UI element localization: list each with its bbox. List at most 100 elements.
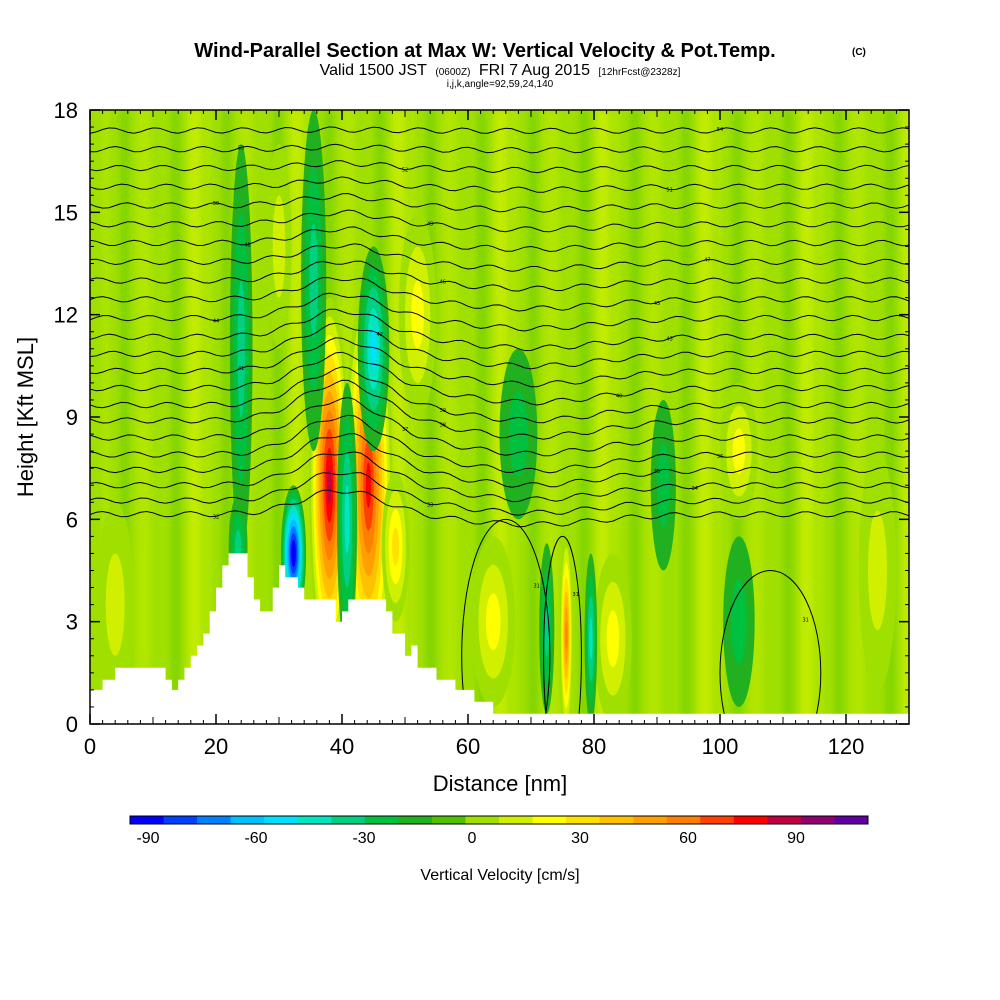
isentrope-label: 47 bbox=[704, 257, 710, 263]
field-streak bbox=[187, 110, 202, 724]
field-streak bbox=[868, 110, 875, 724]
downdraft-cell bbox=[237, 280, 245, 417]
isentrope-line bbox=[90, 396, 909, 457]
isentrope-label: 31 bbox=[533, 584, 539, 590]
field-streak bbox=[629, 110, 640, 724]
updraft-cell bbox=[327, 466, 332, 504]
colorbar-swatch bbox=[230, 816, 265, 824]
colorbar-swatch bbox=[364, 816, 399, 824]
isentrope-line bbox=[90, 366, 909, 424]
x-tick-label: 40 bbox=[330, 734, 354, 759]
updraft-cell bbox=[392, 527, 400, 566]
isentrope-label: 31 bbox=[573, 592, 579, 598]
colorbar-swatch bbox=[834, 816, 869, 824]
isentrope-label: 48 bbox=[244, 243, 250, 249]
isentrope-label: 44 bbox=[213, 319, 219, 325]
low-isentrope-line bbox=[543, 535, 582, 724]
isentrope-label: 50 bbox=[213, 201, 219, 207]
updraft-cell bbox=[272, 195, 286, 298]
isentrope-label: 41 bbox=[238, 366, 244, 372]
downdraft-cell bbox=[292, 546, 295, 561]
colorbar-swatch bbox=[499, 816, 534, 824]
field-streak bbox=[748, 110, 763, 724]
downdraft-cell bbox=[589, 617, 593, 661]
colorbar-swatch bbox=[599, 816, 634, 824]
field-streak bbox=[714, 110, 721, 724]
y-tick-label: 15 bbox=[54, 200, 78, 225]
colorbar-swatch bbox=[297, 816, 332, 824]
copyright-mark: (C) bbox=[852, 47, 866, 58]
field-streak bbox=[646, 110, 661, 724]
colorbar-swatch bbox=[633, 816, 668, 824]
field-streak bbox=[221, 110, 232, 724]
field-streak bbox=[255, 110, 262, 724]
isentrope-label: 49 bbox=[427, 222, 433, 228]
isentrope-label: 46 bbox=[440, 280, 446, 286]
isentrope-label: 39 bbox=[440, 408, 446, 414]
field-streak bbox=[817, 110, 824, 724]
colorbar-tick-label: 90 bbox=[787, 830, 805, 847]
colorbar-swatch bbox=[700, 816, 735, 824]
utc-time: (0600Z) bbox=[435, 67, 470, 78]
isentrope-label: 54 bbox=[717, 127, 723, 133]
downdraft-cell bbox=[370, 328, 377, 370]
forecast-info: [12hrFcst@2328z] bbox=[599, 67, 681, 78]
x-tick-label: 20 bbox=[204, 734, 228, 759]
isentrope-line bbox=[90, 337, 909, 388]
updraft-cell bbox=[868, 510, 887, 631]
colorbar-swatch bbox=[800, 816, 835, 824]
isentrope-label: 40 bbox=[616, 394, 622, 400]
field-streak bbox=[204, 110, 211, 724]
isentrope-line bbox=[90, 243, 909, 272]
valid-date: FRI 7 Aug 2015 bbox=[479, 62, 590, 79]
field-streak bbox=[442, 110, 457, 724]
x-tick-label: 120 bbox=[828, 734, 865, 759]
colorbar-tick-label: -60 bbox=[244, 830, 267, 847]
colorbar-swatch bbox=[767, 816, 802, 824]
colorbar-tick-label: 60 bbox=[679, 830, 697, 847]
field-streak bbox=[561, 110, 568, 724]
chart-title: Wind-Parallel Section at Max W: Vertical… bbox=[194, 40, 775, 62]
colorbar-swatch bbox=[130, 816, 165, 824]
updraft-cell bbox=[365, 462, 372, 508]
isentrope-label: 42 bbox=[377, 332, 383, 338]
field-streak bbox=[834, 110, 845, 724]
colorbar-swatch bbox=[264, 816, 299, 824]
field-streak bbox=[136, 110, 151, 724]
colorbar-tick-label: -90 bbox=[136, 830, 159, 847]
isentrope-label: 51 bbox=[666, 188, 672, 194]
isentrope-label: 37 bbox=[402, 427, 408, 433]
isentrope-line bbox=[90, 451, 909, 503]
isentrope-line bbox=[90, 379, 909, 440]
colorbar-swatch bbox=[331, 816, 366, 824]
isentrope-line bbox=[90, 126, 909, 135]
isentrope-line bbox=[90, 433, 909, 488]
isentrope-line bbox=[90, 160, 909, 174]
isentrope-line bbox=[90, 192, 909, 213]
x-tick-label: 60 bbox=[456, 734, 480, 759]
field-streak bbox=[578, 110, 589, 724]
colorbar-tick-label: 30 bbox=[571, 830, 589, 847]
isentrope-line bbox=[90, 260, 909, 292]
downdraft-cell bbox=[731, 579, 747, 665]
isentrope-label: 38 bbox=[440, 423, 446, 429]
isentrope-line bbox=[90, 292, 909, 332]
valid-time: Valid 1500 JST bbox=[320, 62, 428, 79]
isentrope-label: 34 bbox=[692, 486, 698, 492]
isentrope-contours: 32 33 34 35 36 37 38 39 40 41 42 43 44 45 46 47 48 49 50 51… bbox=[90, 126, 909, 724]
isentrope-label: 33 bbox=[427, 503, 433, 509]
colorbar-swatch bbox=[532, 816, 567, 824]
field-streak bbox=[153, 110, 160, 724]
field-streak bbox=[697, 110, 712, 724]
downdraft-cell bbox=[309, 223, 318, 338]
colorbar-swatch bbox=[398, 816, 433, 824]
isentrope-line bbox=[90, 276, 909, 312]
isentrope-label: 45 bbox=[654, 301, 660, 307]
y-tick-label: 3 bbox=[66, 610, 78, 635]
updraft-cell bbox=[732, 428, 746, 474]
isentrope-line bbox=[90, 226, 909, 253]
y-tick-label: 0 bbox=[66, 712, 78, 737]
x-axis-label: Distance [nm] bbox=[433, 771, 568, 796]
